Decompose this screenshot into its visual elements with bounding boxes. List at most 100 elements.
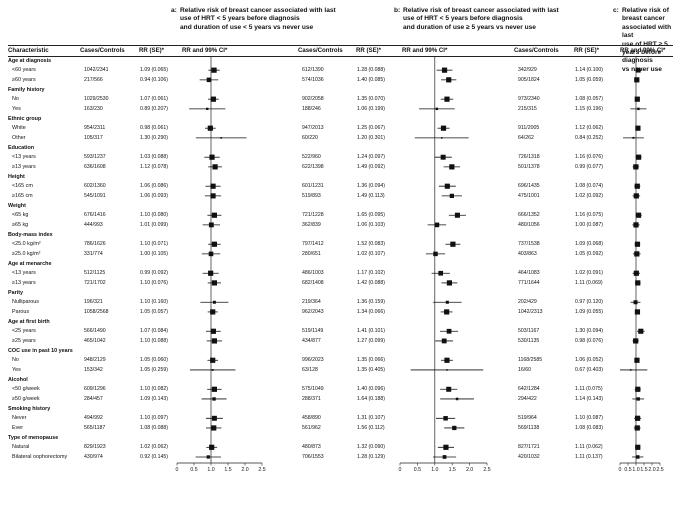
cases-controls: 153/342 [84,366,103,373]
axis-tick-label: 1.5 [224,467,232,473]
cases-controls: 1058/2568 [84,308,109,315]
axis-tick-label: 2.5 [656,467,664,473]
panel-title: b: Relative risk of breast cancer associa… [394,7,559,32]
rr-se: 0.99 (0.077) [575,163,603,170]
axis-tick-label: 0.5 [190,467,198,473]
cases-controls: 331/774 [84,250,103,257]
point-estimate [634,183,640,189]
panel-title-line: and duration of use ≥ 5 years vs never u… [403,23,536,31]
cases-controls: 215/315 [518,105,537,112]
point-estimate [206,455,210,459]
cases-controls: 403/863 [518,250,537,257]
cases-controls: 973/2340 [518,96,540,103]
point-estimate [446,369,448,371]
point-estimate [449,164,455,170]
cases-controls: 519/893 [302,192,321,199]
rr-se: 1.00 (0.105) [140,250,168,257]
row-label: <13 years [12,154,36,161]
axis-tick-label: 1.0 [632,467,640,473]
axis-tick-label: 2.0 [241,467,249,473]
rr-se: 1.35 (0.405) [357,366,385,373]
rr-se: 1.17 (0.102) [357,270,385,277]
rr-se: 1.49 (0.113) [357,192,385,199]
point-estimate [629,369,632,371]
point-estimate [633,338,639,344]
point-estimate [443,444,449,450]
cases-controls: 612/1390 [302,67,324,74]
cases-controls: 284/457 [84,395,103,402]
rr-se: 1.06 (0.103) [357,221,385,228]
point-estimate [455,397,459,401]
point-estimate [449,193,454,199]
rr-se: 1.28 (0.088) [357,67,385,74]
rr-se: 1.01 (0.099) [140,221,168,228]
cases-controls: 163/230 [84,105,103,112]
point-estimate [207,125,213,131]
cases-controls: 475/1001 [518,192,540,199]
row-label: <50 g/week [12,386,40,393]
point-estimate [633,270,639,276]
point-estimate [211,241,217,247]
cases-controls: 503/1167 [518,328,540,335]
rr-se: 1.16 (0.076) [575,154,603,161]
point-estimate [211,212,217,218]
category-label: Age at first birth [8,318,50,325]
axis-tick-label: 0 [618,467,622,473]
category-label: Age at diagnosis [8,57,52,64]
cases-controls: 771/1644 [518,279,540,286]
rr-se: 0.89 (0.207) [140,105,168,112]
rr-se: 1.10 (0.088) [140,337,168,344]
cases-controls: 636/1608 [84,163,106,170]
point-estimate [637,107,640,111]
cases-controls: 486/1003 [302,270,324,277]
rr-se: 1.10 (0.087) [575,415,603,422]
cases-controls: 464/1083 [518,270,540,277]
rr-se: 1.00 (0.087) [575,221,603,228]
cases-controls: 512/1125 [84,270,106,277]
point-estimate [211,280,217,286]
cases-controls: 721/1702 [84,279,106,286]
point-estimate [632,136,635,139]
cases-controls: 609/1296 [84,386,106,393]
rr-se: 1.08 (0.083) [575,424,603,431]
rr-se: 1.11 (0.137) [575,453,603,460]
point-estimate [634,425,640,431]
cases-controls: 362/839 [302,221,321,228]
row-label: Ever [12,424,24,431]
rr-se: 1.31 (0.107) [357,415,385,422]
rr-se: 1.15 (0.196) [575,105,603,112]
rr-se: 1.06 (0.199) [357,105,385,112]
panel-title-line: vs never use [622,65,662,73]
rr-se: 1.06 (0.052) [575,357,603,364]
category-label: Education [8,144,35,151]
rr-se: 0.97 (0.120) [575,299,603,306]
rr-se: 1.10 (0.076) [140,279,168,286]
rr-se: 0.94 (0.106) [140,76,168,83]
point-estimate [441,67,448,73]
cases-controls: 566/1490 [84,328,106,335]
point-estimate [440,137,443,139]
row-label: ≥25 years [12,337,36,344]
rr-se: 0.98 (0.061) [140,125,168,132]
panel-title-line: use of HRT < 5 years before diagnosis [180,15,300,23]
category-label: Ethnic group [8,115,42,122]
rr-se: 1.32 (0.090) [357,444,385,451]
cases-controls: 1042/2313 [518,308,543,315]
panel-title-line: use of HRT < 5 years before diagnosis [403,15,523,23]
rr-se: 1.40 (0.085) [357,76,385,83]
row-label: ≥13 years [12,163,36,170]
point-estimate [444,183,450,189]
rr-se: 1.06 (0.093) [140,192,168,199]
cases-controls: 288/371 [302,395,321,402]
cases-controls: 565/1187 [84,424,106,431]
row-label: Other [12,134,26,141]
cases-controls: 63/128 [302,366,318,373]
point-estimate [634,251,640,257]
rr-se: 1.65 (0.095) [357,212,385,219]
cases-controls: 574/1036 [302,76,324,83]
cases-controls: 522/960 [302,154,321,161]
rr-se: 1.10 (0.071) [140,241,168,248]
rr-se: 0.99 (0.092) [140,270,168,277]
rr-se: 1.14 (0.100) [575,67,603,74]
cases-controls: 480/873 [302,444,321,451]
